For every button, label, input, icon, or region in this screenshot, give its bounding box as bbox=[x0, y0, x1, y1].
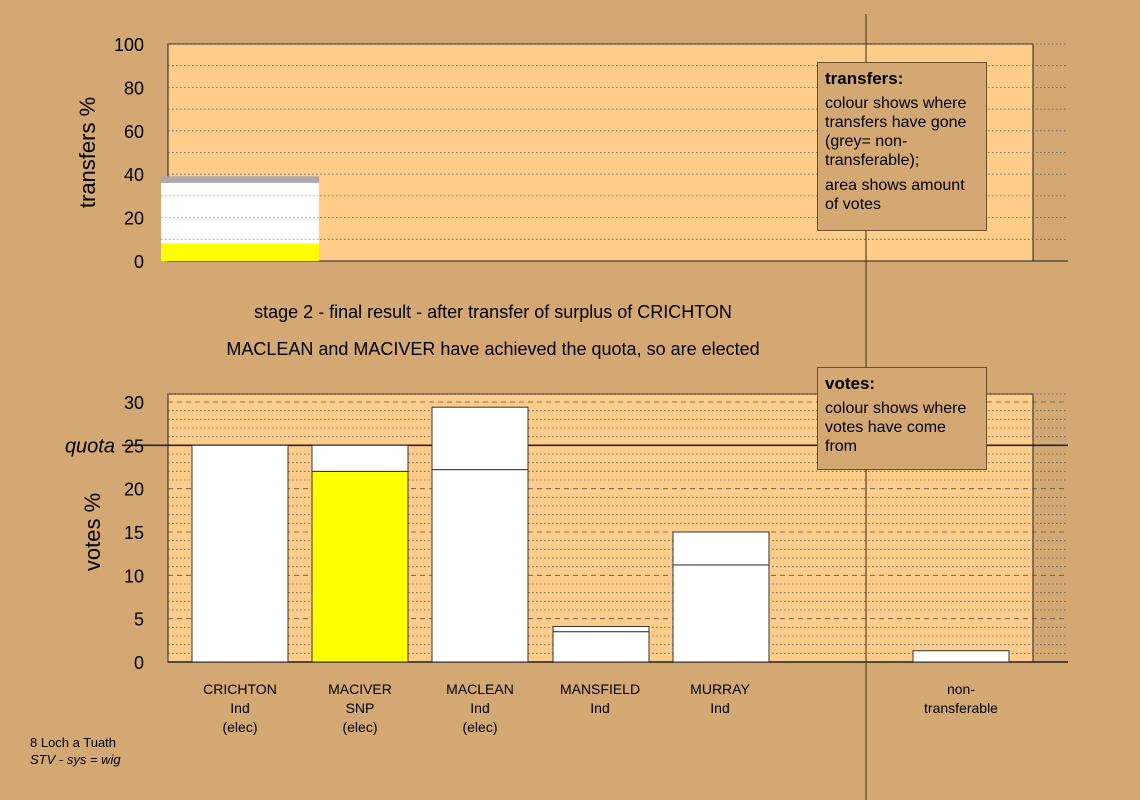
candidate-label-mansfield: MANSFIELD Ind bbox=[540, 680, 660, 718]
transfers-y-tick-label: 60 bbox=[124, 122, 144, 142]
candidate-label-maclean: MACLEAN Ind (elec) bbox=[420, 680, 540, 737]
candidate-name: MACIVER bbox=[328, 681, 392, 697]
votes-y-tick-label: 30 bbox=[124, 393, 144, 413]
candidate-party: Ind bbox=[470, 700, 490, 716]
nontransferable-label: non- transferable bbox=[901, 680, 1021, 718]
votes-bar-segment bbox=[431, 469, 529, 663]
votes-bar-segment bbox=[431, 406, 529, 471]
candidate-name: CRICHTON bbox=[203, 681, 277, 697]
candidate-name: MANSFIELD bbox=[559, 681, 641, 697]
candidate-name: MACLEAN bbox=[446, 681, 514, 697]
votes-bar-segment bbox=[552, 625, 650, 633]
candidate-party: Ind bbox=[230, 700, 250, 716]
votes-y-tick-label: 25 bbox=[124, 436, 144, 456]
votes-y-tick-label: 15 bbox=[124, 523, 144, 543]
transfers-y-tick-label: 20 bbox=[124, 209, 144, 229]
transfers-legend: transfers: colour shows where transfers … bbox=[817, 62, 987, 231]
nontransferable-label-line1: non- bbox=[946, 681, 976, 697]
transfers-y-tick-label: 0 bbox=[134, 252, 144, 272]
votes-bar-segment bbox=[672, 531, 770, 566]
votes-legend: votes: colour shows where votes have com… bbox=[817, 367, 987, 470]
chart-subtitle: MACLEAN and MACIVER have achieved the qu… bbox=[226, 339, 760, 359]
votes-legend-text: colour shows where votes have come from bbox=[825, 400, 967, 455]
transfers-bar-segment bbox=[161, 198, 319, 244]
candidate-status: (elec) bbox=[462, 719, 498, 735]
transfers-bar-segment bbox=[161, 243, 319, 261]
transfers-y-axis-label: transfers % bbox=[75, 97, 100, 208]
chart-title: stage 2 - final result - after transfer … bbox=[254, 302, 732, 322]
votes-y-tick-label: 0 bbox=[134, 653, 144, 673]
candidate-name: MURRAY bbox=[690, 681, 750, 697]
candidate-party: Ind bbox=[710, 700, 730, 716]
nontransferable-label-line2: transferable bbox=[924, 700, 998, 716]
votes-bar-segment bbox=[552, 631, 650, 663]
votes-y-tick-label: 20 bbox=[124, 480, 144, 500]
votes-y-tick-label: 5 bbox=[134, 610, 144, 630]
votes-y-axis-label: votes % bbox=[80, 493, 105, 571]
transfers-bar-segment bbox=[161, 195, 319, 199]
footer-system: STV - sys = wig bbox=[30, 752, 121, 767]
votes-bar-segment bbox=[912, 650, 1010, 663]
candidate-status: (elec) bbox=[222, 719, 258, 735]
votes-y-tick-label: 10 bbox=[124, 566, 144, 586]
transfers-legend-text-colour: colour shows where transfers have gone (… bbox=[825, 95, 967, 169]
candidate-label-murray: MURRAY Ind bbox=[660, 680, 780, 718]
quota-label: quota bbox=[65, 435, 115, 457]
transfers-y-tick-label: 100 bbox=[114, 35, 144, 55]
transfers-legend-title: transfers: bbox=[825, 69, 904, 88]
votes-bar-segment bbox=[311, 444, 409, 472]
votes-legend-title: votes: bbox=[825, 374, 876, 393]
footer-constituency: 8 Loch a Tuath bbox=[30, 735, 117, 750]
votes-bar-segment bbox=[311, 470, 409, 663]
candidate-party: SNP bbox=[345, 700, 375, 716]
transfers-bar-segment bbox=[161, 182, 319, 196]
candidate-party: Ind bbox=[590, 700, 610, 716]
candidate-label-maciver: MACIVER SNP (elec) bbox=[300, 680, 420, 737]
votes-bar-segment bbox=[191, 444, 289, 663]
candidate-status: (elec) bbox=[342, 719, 378, 735]
transfers-y-tick-label: 40 bbox=[124, 165, 144, 185]
transfers-y-tick-label: 80 bbox=[124, 78, 144, 98]
transfers-legend-text-area: area shows amount of votes bbox=[825, 177, 965, 213]
candidate-label-crichton: CRICHTON Ind (elec) bbox=[180, 680, 300, 737]
transfers-bar-segment bbox=[161, 176, 319, 183]
votes-bar-segment bbox=[672, 564, 770, 663]
